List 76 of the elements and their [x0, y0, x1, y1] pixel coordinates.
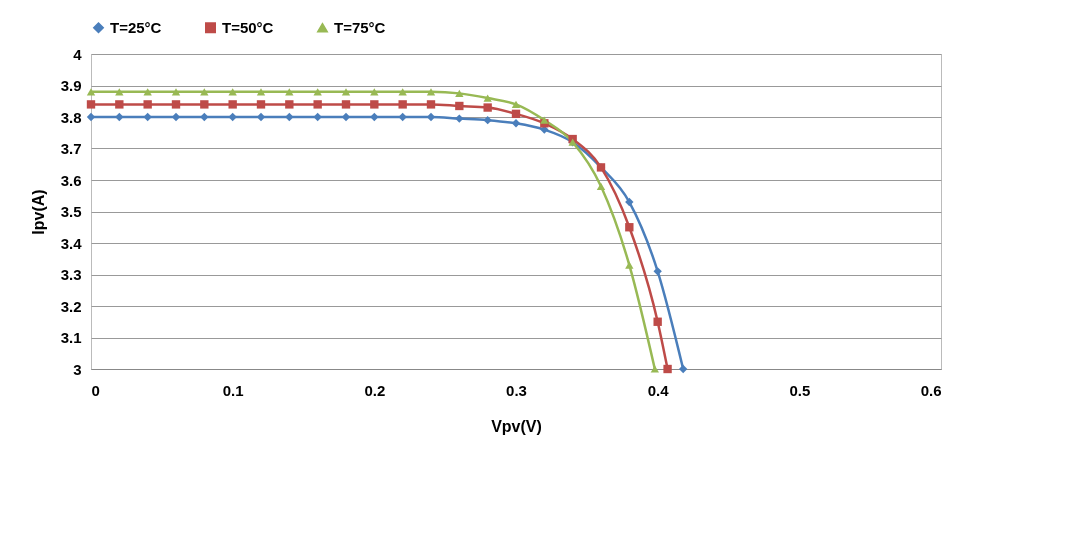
x-tick-label: 0.1 [222, 381, 244, 399]
y-axis-title: Ipv(A) [29, 189, 47, 235]
point [285, 100, 294, 109]
point [200, 112, 209, 122]
legend-label: T=50°C [222, 18, 274, 36]
point [143, 112, 152, 122]
y-tick-label: 3.5 [60, 203, 82, 220]
point [313, 100, 322, 109]
point [483, 94, 492, 102]
point [115, 112, 124, 122]
point [625, 261, 634, 269]
x-tick-label: 0.6 [920, 381, 942, 399]
point [143, 100, 152, 109]
point [455, 101, 464, 111]
point [228, 88, 237, 96]
point [625, 197, 634, 207]
y-tick-label: 3.9 [60, 77, 82, 94]
point [650, 365, 660, 373]
point [256, 88, 266, 96]
point [256, 100, 266, 109]
point [483, 103, 492, 112]
point [455, 114, 464, 123]
point [678, 364, 688, 374]
point [200, 100, 209, 109]
point [115, 88, 124, 96]
y-tick-label: 3.2 [60, 297, 82, 315]
legend-label: T=75°C [334, 18, 386, 36]
point [511, 119, 521, 128]
y-tick-label: 3.1 [60, 329, 82, 346]
y-tick-label: 3.3 [60, 266, 82, 283]
point [285, 112, 294, 122]
point [370, 100, 379, 109]
point [341, 88, 351, 96]
point [86, 100, 96, 109]
point [200, 88, 209, 96]
point [398, 100, 407, 109]
point [341, 100, 351, 109]
y-tick-label: 3.6 [60, 171, 82, 189]
point [313, 112, 322, 122]
point [596, 182, 606, 190]
x-axis-title: Vpv(V) [491, 417, 542, 435]
point [86, 88, 96, 96]
point [511, 109, 521, 119]
point [455, 89, 464, 97]
point [285, 88, 294, 96]
x-tick-label: 0.3 [506, 381, 527, 399]
point [653, 267, 662, 276]
point [540, 116, 549, 124]
point [483, 115, 492, 125]
y-tick-label: 4 [73, 45, 83, 63]
point [663, 364, 672, 374]
point [115, 100, 124, 109]
point [370, 112, 379, 122]
point [228, 112, 237, 122]
x-tick-label: 0.2 [364, 381, 386, 399]
point [313, 88, 322, 96]
point [653, 317, 662, 326]
point [426, 100, 436, 109]
x-tick-label: 0.4 [647, 381, 670, 399]
point [171, 88, 181, 96]
legend-label: T=25°C [110, 18, 162, 36]
x-tick-label: 0.5 [789, 381, 811, 399]
point [171, 100, 181, 109]
x-tick-label: 0 [91, 381, 100, 399]
y-tick-label: 3.8 [60, 108, 82, 126]
point [228, 100, 237, 109]
point [426, 88, 436, 96]
point [143, 88, 152, 96]
point [398, 112, 407, 122]
point [398, 88, 407, 96]
point [625, 223, 634, 232]
point [511, 100, 521, 109]
point [370, 88, 379, 96]
y-tick-label: 3 [73, 360, 82, 378]
y-tick-label: 3.7 [60, 140, 82, 157]
y-tick-label: 3.4 [60, 234, 83, 252]
